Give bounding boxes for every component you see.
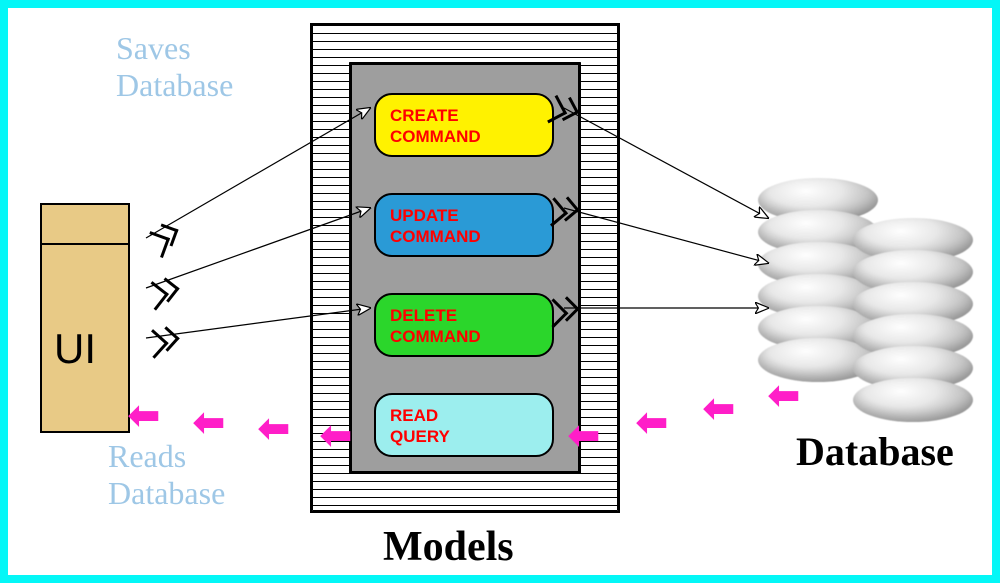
chevron-icon (155, 223, 178, 246)
command-create: CREATECOMMAND (374, 93, 554, 157)
pink-arrow-icon: ⬅ (768, 373, 800, 418)
ui-label: UI (54, 325, 96, 373)
models-caption: Models (383, 523, 514, 571)
bevel-top (312, 25, 618, 63)
database-caption: Database (796, 428, 954, 475)
command-read: READQUERY (374, 393, 554, 457)
pink-arrow-icon: ⬅ (193, 400, 225, 445)
chevron-icon (154, 326, 179, 351)
pink-arrow-icon: ⬅ (320, 413, 352, 458)
pink-arrow-icon: ⬅ (568, 413, 600, 458)
command-delete: DELETECOMMAND (374, 293, 554, 357)
diagram-canvas: SavesDatabase ReadsDatabase UI CREATECOM… (8, 8, 992, 575)
pink-arrow-icon: ⬅ (636, 400, 668, 445)
note-reads: ReadsDatabase (108, 438, 225, 512)
command-update: UPDATECOMMAND (374, 193, 554, 257)
ui-widget-box: UI (40, 203, 130, 433)
chevron-icon (154, 277, 179, 302)
bevel-bottom (312, 473, 618, 511)
pink-arrow-icon: ⬅ (258, 406, 290, 451)
pink-arrow-icon: ⬅ (703, 386, 735, 431)
models-inner: CREATECOMMAND UPDATECOMMAND DELETECOMMAN… (350, 63, 580, 473)
pink-arrow-icon: ⬅ (128, 393, 160, 438)
note-saves: SavesDatabase (116, 30, 233, 104)
